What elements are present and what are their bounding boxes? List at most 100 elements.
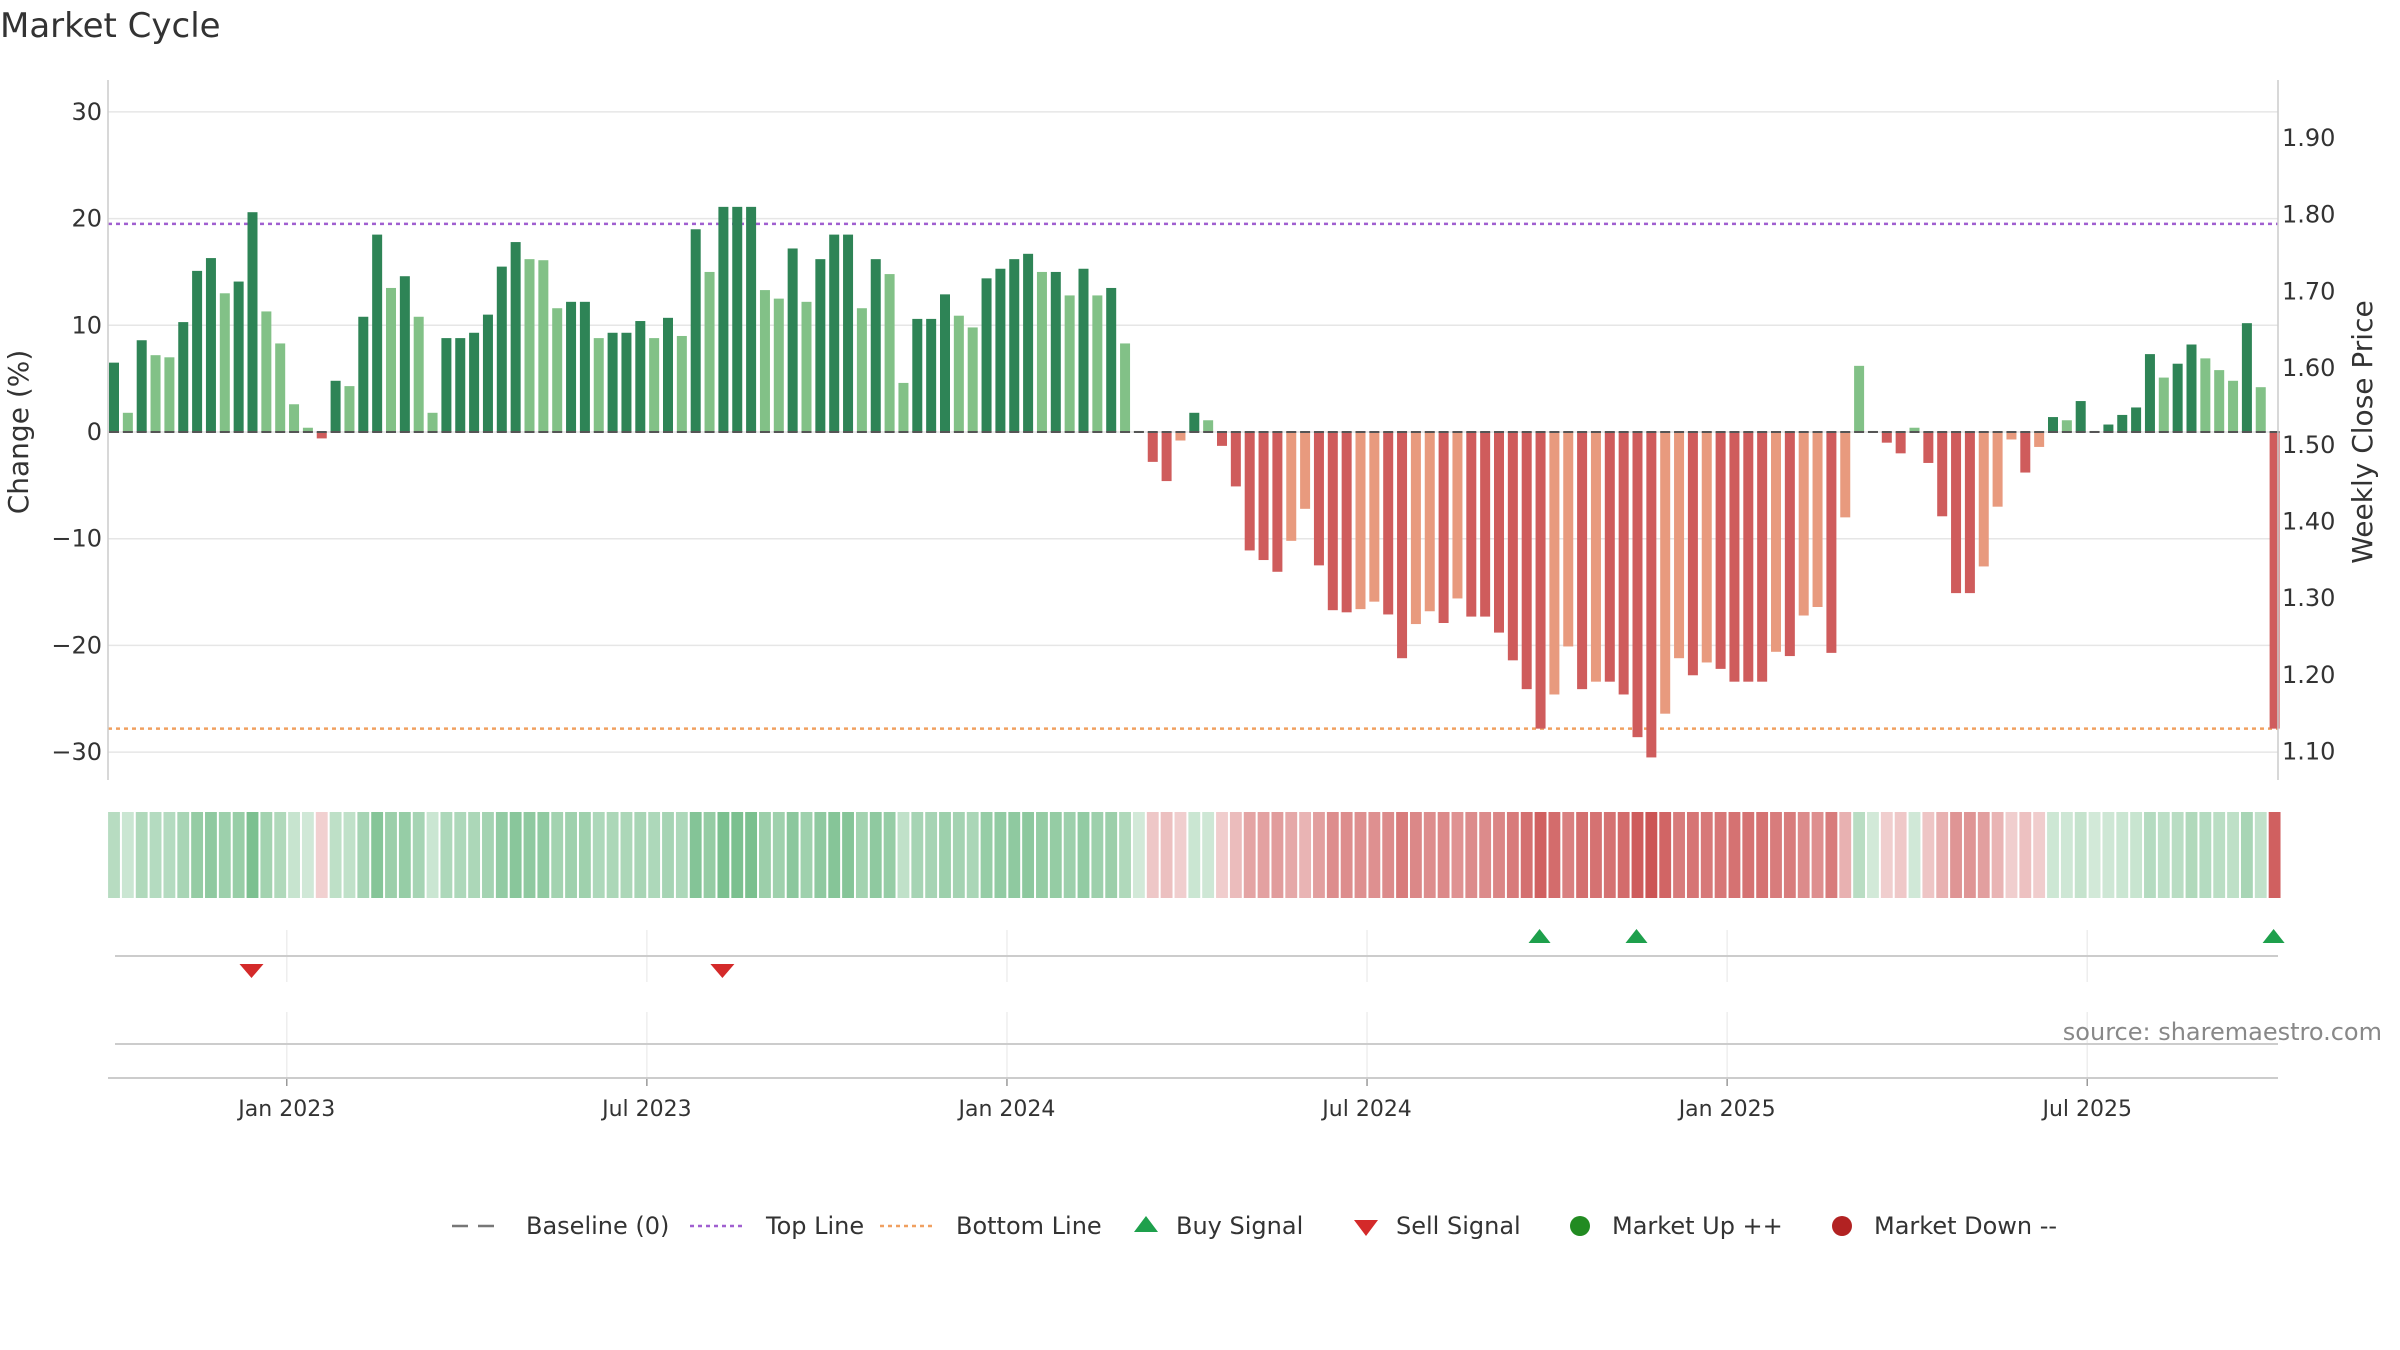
heat-cell — [1534, 812, 1547, 898]
heat-cell — [1036, 812, 1048, 898]
heat-cell — [385, 812, 397, 898]
bar — [1826, 432, 1837, 653]
bar — [233, 281, 244, 432]
bar — [1106, 287, 1117, 432]
heat-cell — [1673, 812, 1685, 898]
heat-cell — [800, 812, 813, 898]
legend-swatch-buy — [1134, 1216, 1158, 1232]
bar — [801, 301, 812, 432]
heat-cell — [1493, 812, 1505, 898]
bar — [2061, 420, 2072, 432]
heat-cell — [1229, 812, 1242, 898]
legend-label: Market Down -- — [1874, 1212, 2057, 1240]
bar — [1313, 432, 1324, 566]
heat-cell — [592, 812, 605, 898]
heat-cell — [1950, 812, 1962, 898]
heat-cell — [482, 812, 494, 898]
bar — [1812, 432, 1823, 607]
bar — [136, 340, 147, 432]
legend-item: Bottom Line — [880, 1212, 1102, 1240]
bar — [1410, 432, 1421, 625]
heat-cell — [1783, 812, 1796, 898]
bar — [1687, 432, 1698, 676]
y-right-tick-label: 1.80 — [2282, 201, 2335, 229]
bar — [1577, 432, 1588, 690]
heat-cell — [1257, 812, 1270, 898]
bar — [275, 343, 286, 432]
heat-cell — [315, 812, 328, 898]
y-right-tick-label: 1.10 — [2282, 738, 2335, 766]
bar — [607, 332, 618, 432]
bar — [1064, 295, 1075, 432]
heat-cell — [1340, 812, 1353, 898]
bar — [1590, 432, 1601, 682]
bar — [1355, 432, 1366, 610]
bar — [1050, 271, 1061, 432]
bar — [1480, 432, 1491, 617]
heat-cell — [1243, 812, 1256, 898]
heat-cell — [426, 812, 439, 898]
heat-cell — [371, 812, 384, 898]
bar — [1175, 432, 1186, 441]
bar — [372, 234, 383, 432]
heat-cell — [689, 812, 702, 898]
bar — [1757, 432, 1768, 682]
heat-cell — [288, 812, 300, 898]
heat-cell — [1326, 812, 1339, 898]
bar — [926, 318, 937, 432]
bar — [330, 380, 341, 432]
bar — [1438, 432, 1449, 623]
bar — [1563, 432, 1574, 647]
heat-cell — [274, 812, 287, 898]
heat-cell — [897, 812, 910, 898]
heat-cell — [1728, 812, 1741, 898]
y-right-tick-label: 1.30 — [2282, 584, 2335, 612]
bar — [469, 332, 480, 432]
heat-cell — [1091, 812, 1104, 898]
heat-cell — [1659, 812, 1672, 898]
bar — [2172, 363, 2183, 432]
heat-cell — [1880, 812, 1893, 898]
legend: Baseline (0) Top Line Bottom Line Buy Signa… — [452, 1212, 2057, 1240]
bar — [1369, 432, 1380, 602]
y-left-axis-title: Change (%) — [2, 350, 35, 515]
bar — [524, 259, 535, 432]
heat-cell — [1160, 812, 1173, 898]
bar — [2255, 387, 2266, 432]
bar — [995, 268, 1006, 432]
bar — [164, 357, 175, 432]
legend-swatch-sell — [1354, 1220, 1378, 1236]
bar — [1964, 432, 1975, 594]
heat-cell — [301, 812, 314, 898]
heat-cell — [2268, 812, 2281, 898]
heat-cell — [675, 812, 688, 898]
bar — [635, 321, 646, 432]
bar — [1036, 271, 1047, 432]
heat-cell — [1894, 812, 1907, 898]
heat-cell — [1631, 812, 1644, 898]
bar — [1923, 432, 1934, 463]
bar — [1992, 432, 2003, 507]
y-right-tick-label: 1.20 — [2282, 661, 2335, 689]
x-tick-label: Jan 2024 — [956, 1097, 1055, 1122]
bar — [621, 332, 632, 432]
bar — [2075, 401, 2086, 432]
bar — [1521, 432, 1532, 690]
heat-cell — [1811, 812, 1824, 898]
legend-label: Buy Signal — [1176, 1212, 1303, 1240]
bar — [940, 294, 950, 432]
heat-cell — [911, 812, 924, 898]
bar — [247, 212, 258, 432]
heat-cell — [1105, 812, 1118, 898]
heat-cell — [1216, 812, 1228, 898]
bar — [746, 206, 757, 432]
heat-cell — [1603, 812, 1616, 898]
bar — [2200, 358, 2211, 432]
heat-cell — [1409, 812, 1422, 898]
heat-cell — [1132, 812, 1145, 898]
y-left-tick-label: 0 — [87, 418, 102, 446]
bar — [898, 382, 909, 432]
bar — [1189, 412, 1200, 432]
heat-cell — [1908, 812, 1921, 898]
heat-cell — [1742, 812, 1755, 898]
